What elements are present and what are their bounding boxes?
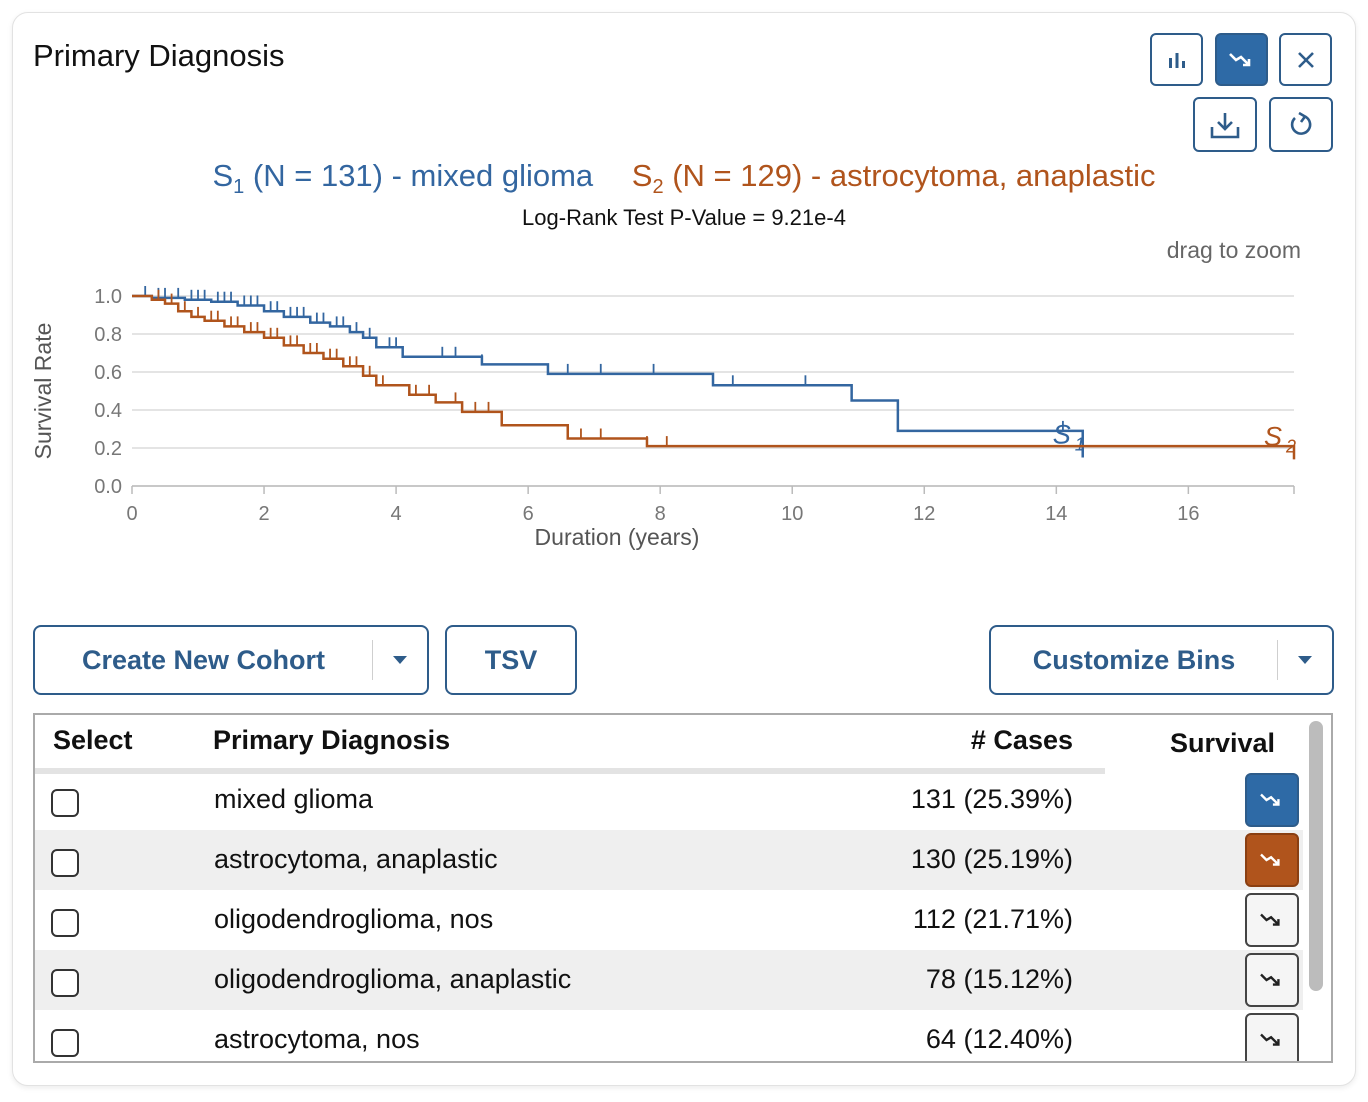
row-case-count: 112 (21.71%): [912, 904, 1073, 934]
button-separator: [1277, 640, 1278, 680]
x-tick-label: 6: [523, 503, 534, 525]
create-new-cohort-button[interactable]: Create New Cohort: [33, 625, 429, 695]
y-tick-label: 0.6: [94, 362, 122, 384]
row-case-count: 78 (15.12%): [925, 964, 1073, 994]
table-scrollbar-thumb[interactable]: [1309, 721, 1323, 991]
y-tick-label: 0.2: [94, 438, 122, 460]
bar-chart-icon: [1168, 52, 1185, 68]
row-select-checkbox[interactable]: [51, 789, 79, 817]
series-line-s1: [132, 294, 1084, 458]
header-cases[interactable]: # Cases: [970, 725, 1073, 755]
button-separator: [372, 640, 373, 680]
header-survival: Survival: [1170, 728, 1276, 758]
table-row: astrocytoma, anaplastic 130 (25.19%): [35, 830, 1303, 890]
row-survival-button[interactable]: [1245, 893, 1299, 947]
row-diagnosis-name: mixed glioma: [214, 784, 374, 814]
y-tick-label: 1.0: [94, 286, 122, 308]
series-line-s2: [132, 294, 1296, 460]
y-tick-label: 0.0: [94, 476, 122, 498]
table-row: astrocytoma, nos 64 (12.40%): [35, 1010, 1303, 1061]
close-button[interactable]: [1279, 33, 1332, 86]
survival-trend-icon: [1260, 973, 1280, 986]
series-end-subscript: 1: [1075, 435, 1085, 455]
survival-trend-icon: [1260, 793, 1280, 806]
download-icon: [1210, 112, 1240, 138]
table-row: oligodendroglioma, anaplastic 78 (15.12%): [35, 950, 1303, 1010]
header-select: Select: [53, 725, 133, 755]
drag-to-zoom-hint: drag to zoom: [1166, 237, 1301, 263]
table-row: mixed glioma 131 (25.39%): [35, 770, 1303, 830]
row-select-checkbox[interactable]: [51, 849, 79, 877]
survival-trend-icon: [1260, 853, 1280, 866]
table-header: Select Primary Diagnosis # Cases: [35, 715, 1105, 774]
survival-trend-icon: [1228, 52, 1250, 66]
row-diagnosis-name: astrocytoma, anaplastic: [214, 844, 498, 874]
x-axis-label: Duration (years): [535, 524, 700, 550]
survival-legend: S1 (N = 131) - mixed glioma S2 (N = 129)…: [0, 158, 1368, 199]
y-tick-label: 0.4: [94, 400, 122, 422]
close-icon: [1297, 51, 1314, 68]
row-case-count: 64 (12.40%): [925, 1024, 1073, 1054]
x-tick-label: 2: [258, 503, 269, 525]
header-primary-diagnosis[interactable]: Primary Diagnosis: [213, 725, 451, 755]
tsv-button[interactable]: TSV: [445, 625, 577, 695]
customize-bins-button[interactable]: Customize Bins: [989, 625, 1334, 695]
row-select-checkbox[interactable]: [51, 969, 79, 997]
legend-s1[interactable]: S1 (N = 131) - mixed glioma: [212, 158, 594, 199]
x-tick-label: 12: [913, 503, 935, 525]
survival-plot-button[interactable]: [1215, 33, 1268, 86]
row-survival-button[interactable]: [1245, 953, 1299, 1007]
panel-title: Primary Diagnosis: [33, 38, 285, 73]
x-tick-label: 14: [1045, 503, 1067, 525]
survival-trend-icon: [1260, 913, 1280, 926]
chevron-down-icon[interactable]: [373, 655, 427, 665]
row-select-checkbox[interactable]: [51, 909, 79, 937]
y-tick-label: 0.8: [94, 324, 122, 346]
x-tick-label: 0: [126, 503, 137, 525]
table-row: oligodendroglioma, nos 112 (21.71%): [35, 890, 1303, 950]
row-diagnosis-name: oligodendroglioma, nos: [214, 904, 494, 934]
survival-chart[interactable]: 0.00.20.40.60.81.00 2 4 6 8 10 12 14 16Duration …: [0, 260, 1368, 560]
reset-icon: [1290, 111, 1312, 135]
log-rank-p-value: Log-Rank Test P-Value = 9.21e-4: [522, 205, 846, 230]
row-survival-button[interactable]: [1245, 833, 1299, 887]
row-survival-button[interactable]: [1245, 1013, 1299, 1061]
row-survival-button[interactable]: [1245, 773, 1299, 827]
reset-button[interactable]: [1269, 97, 1333, 152]
series-end-label-s1: S: [1053, 420, 1071, 450]
bar-chart-button[interactable]: [1150, 33, 1203, 86]
row-select-checkbox[interactable]: [51, 1029, 79, 1057]
legend-s2[interactable]: S2 (N = 129) - astrocytoma, anaplastic: [631, 158, 1156, 199]
row-diagnosis-name: oligodendroglioma, anaplastic: [214, 964, 572, 994]
x-tick-label: 8: [655, 503, 666, 525]
series-end-label-s2: S: [1264, 421, 1282, 451]
chevron-down-icon[interactable]: [1278, 655, 1332, 665]
series-end-subscript: 2: [1285, 436, 1296, 456]
survival-trend-icon: [1260, 1033, 1280, 1046]
row-diagnosis-name: astrocytoma, nos: [214, 1024, 420, 1054]
x-tick-label: 16: [1177, 503, 1199, 525]
row-case-count: 131 (25.39%): [910, 784, 1073, 814]
x-tick-label: 10: [781, 503, 803, 525]
y-axis-label: Survival Rate: [30, 323, 56, 460]
x-tick-label: 4: [391, 503, 402, 525]
row-case-count: 130 (25.19%): [910, 844, 1073, 874]
download-button[interactable]: [1193, 97, 1257, 152]
diagnosis-table: Select Primary Diagnosis # Cases Surviva…: [33, 713, 1333, 1063]
